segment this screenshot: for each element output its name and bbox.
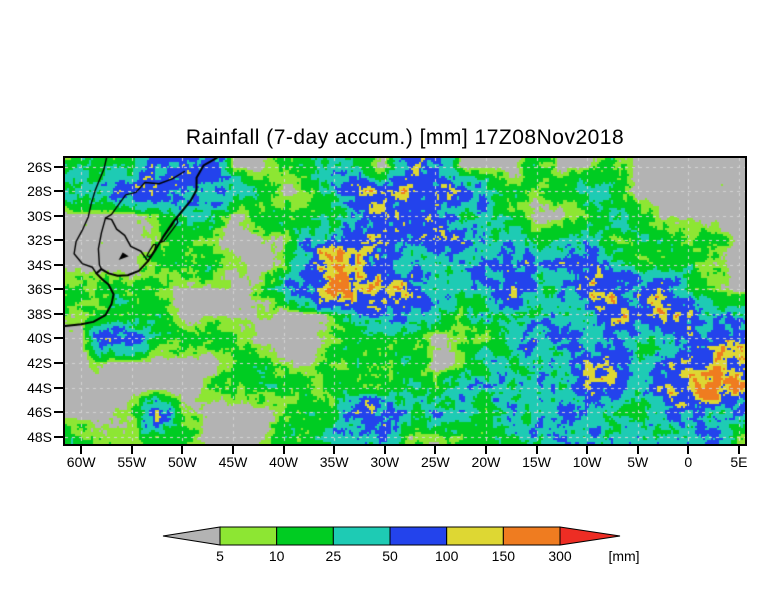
x-tick-mark [535, 446, 538, 454]
colorbar-tick-label: 300 [548, 548, 572, 564]
x-tick-mark [434, 446, 437, 454]
y-tick-mark [54, 239, 63, 242]
colorbar-band [446, 526, 504, 546]
x-tick-label: 30W [370, 454, 400, 470]
y-tick-label: 36S [27, 281, 52, 298]
x-tick-mark [636, 446, 639, 454]
y-tick-label: 30S [27, 207, 52, 224]
x-tick-mark [484, 446, 487, 454]
colorbar-tick-label: 150 [492, 548, 516, 564]
y-tick-mark [54, 386, 63, 389]
x-tick-mark [687, 446, 690, 454]
x-tick-label: 15W [522, 454, 551, 470]
y-tick-label: 48S [27, 428, 52, 445]
x-tick-mark [282, 446, 285, 454]
x-tick-mark [586, 446, 589, 454]
y-tick-label: 40S [27, 330, 52, 347]
chart-title: Rainfall (7-day accum.) [mm] 17Z08Nov201… [185, 126, 625, 149]
x-tick-mark [130, 446, 133, 454]
y-tick-mark [54, 435, 63, 438]
y-tick-mark [54, 190, 63, 193]
y-tick-mark [54, 263, 63, 266]
colorbar-legend: 5 10 25 50 100 150 300 [mm] [162, 526, 640, 564]
x-tick-label: 20W [471, 454, 501, 470]
colorbar-tick-label: 5 [216, 548, 224, 564]
x-tick-mark [181, 446, 184, 454]
x-tick-label: 35W [319, 454, 349, 470]
colorbar-band [219, 526, 278, 546]
y-tick-label: 46S [27, 404, 52, 421]
colorbar-band [332, 526, 391, 546]
x-tick-mark [231, 446, 234, 454]
x-tick-label: 60W [66, 454, 96, 470]
colorbar-units-label: [mm] [608, 548, 639, 564]
rainfall-heatmap-canvas [65, 158, 745, 444]
y-tick-mark [54, 337, 63, 340]
y-tick-mark [54, 411, 63, 414]
y-tick-label: 44S [27, 379, 52, 396]
x-tick-mark [80, 446, 83, 454]
y-tick-label: 26S [27, 158, 52, 175]
x-tick-mark [383, 446, 386, 454]
y-tick-label: 34S [27, 256, 52, 273]
y-tick-mark [54, 288, 63, 291]
x-tick-label: 55W [117, 454, 147, 470]
x-tick-label: 10W [572, 454, 602, 470]
map-plot-area [63, 156, 747, 446]
colorbar-tick-label: 25 [326, 548, 342, 564]
y-tick-label: 28S [27, 183, 52, 200]
colorbar-band [502, 526, 561, 546]
x-tick-label: 5W [627, 454, 649, 470]
x-tick-label: 25W [420, 454, 450, 470]
colorbar-tick-label: 10 [269, 548, 285, 564]
colorbar-band [389, 526, 448, 546]
colorbar-band [276, 526, 334, 546]
x-tick-mark [737, 446, 740, 454]
colorbar-under-arrow [162, 526, 221, 546]
x-tick-label: 50W [167, 454, 197, 470]
y-tick-mark [54, 361, 63, 364]
colorbar-over-arrow [559, 526, 621, 546]
y-tick-mark [54, 165, 63, 168]
y-tick-label: 38S [27, 305, 52, 322]
x-tick-mark [333, 446, 336, 454]
colorbar-tick-label: 50 [382, 548, 398, 564]
x-tick-label: 0 [684, 454, 693, 470]
y-tick-mark [54, 312, 63, 315]
y-tick-mark [54, 214, 63, 217]
x-tick-label: 45W [218, 454, 248, 470]
x-tick-label: 40W [269, 454, 298, 470]
colorbar-tick-label: 100 [435, 548, 459, 564]
y-tick-label: 42S [27, 354, 52, 371]
x-tick-label: 5E [730, 454, 748, 470]
y-tick-label: 32S [27, 232, 52, 249]
